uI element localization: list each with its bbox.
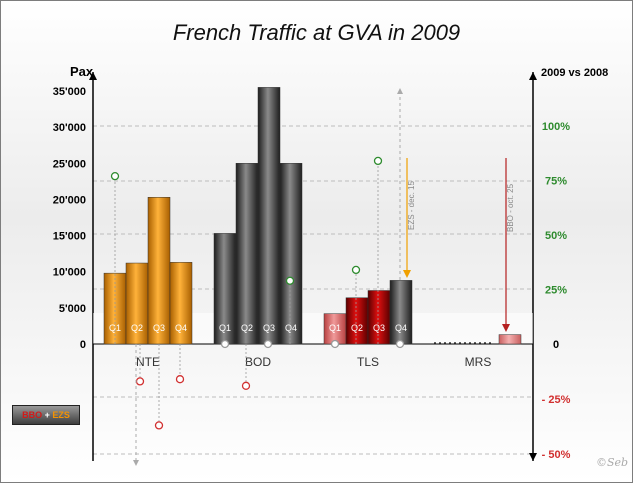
- y-tick-label: 5'000: [59, 303, 86, 315]
- quarter-label: Q2: [351, 323, 363, 333]
- legend-plus: +: [44, 410, 50, 420]
- legend-ezs: EZS: [52, 410, 70, 420]
- y-axis-right-arrow-down: [529, 453, 537, 461]
- annotation-bbo: BBO - oct. 25: [506, 183, 515, 232]
- y2-tick-label: - 25%: [542, 394, 571, 406]
- quarter-label: Q3: [373, 323, 385, 333]
- y-tick-label: 20'000: [53, 194, 86, 206]
- bar-bod-q2: [235, 163, 259, 345]
- quarter-label: Q2: [241, 323, 253, 333]
- category-label-tls: TLS: [357, 355, 379, 369]
- quarter-label: Q3: [263, 323, 275, 333]
- bar-tls-q4: [389, 280, 413, 345]
- y-tick-label: 25'000: [53, 158, 86, 170]
- nte-down-arrow: [133, 460, 139, 466]
- y2-tick-label: 25%: [545, 285, 567, 297]
- y-tick-label: 15'000: [53, 231, 86, 243]
- quarter-label: Q4: [175, 323, 187, 333]
- quarter-label: Q1: [219, 323, 231, 333]
- category-label-nte: NTE: [136, 355, 160, 369]
- pct-marker-bod-q4: [285, 276, 295, 285]
- pct-marker-tls-q3: [373, 156, 383, 166]
- pct-marker-nte-q4: [175, 375, 185, 384]
- bbo-arrow-head: [502, 324, 510, 332]
- bar-tls-q2: [345, 297, 369, 345]
- tls-up-arrow: [397, 88, 403, 94]
- pct-marker-tls-q2: [351, 265, 361, 275]
- quarter-label: Q4: [285, 323, 297, 333]
- y-tick-label: 10'000: [53, 267, 86, 279]
- quarter-label: Q4: [395, 323, 407, 333]
- bar-nte-q4: [169, 262, 193, 345]
- y-axis-right-arrow: [529, 72, 537, 80]
- bar-tls-q3: [367, 290, 391, 345]
- y-axis-left-arrow: [89, 72, 97, 80]
- y2-tick-label: 50%: [545, 230, 567, 242]
- y2-axis-label: 2009 vs 2008: [541, 67, 608, 79]
- legend-bbo: BBO: [22, 410, 43, 420]
- y2-tick-label: 75%: [545, 176, 567, 188]
- y-tick-label: 30'000: [53, 122, 86, 134]
- bar-bod-q4: [279, 163, 303, 345]
- watermark: ©Seb: [596, 456, 629, 469]
- chart-title: French Traffic at GVA in 2009: [172, 20, 461, 45]
- legend-badge: BBO + EZS: [12, 405, 80, 425]
- pct-marker-bod-q1: [220, 339, 230, 349]
- y2-tick-label: 100%: [542, 121, 570, 133]
- bar-mrs-q4: [498, 334, 522, 345]
- quarter-label: Q3: [153, 323, 165, 333]
- annotation-ezs: EZS - dec. 15: [407, 181, 416, 230]
- y-tick-label: 0: [80, 339, 86, 351]
- pct-marker-bod-q3: [263, 339, 273, 349]
- ezs-arrow-head: [403, 270, 411, 278]
- category-label-mrs: MRS: [465, 355, 492, 369]
- quarter-label: Q1: [329, 323, 341, 333]
- bar-nte-q3: [147, 197, 171, 345]
- y2-tick-label: 0: [553, 339, 559, 351]
- y-tick-label: 35'000: [53, 86, 86, 98]
- category-label-bod: BOD: [245, 355, 271, 369]
- pct-marker-nte-q2: [135, 377, 145, 386]
- pct-marker-nte-q3: [154, 421, 164, 430]
- pct-marker-tls-q4: [395, 339, 405, 349]
- pct-marker-nte-q1: [110, 171, 120, 181]
- pct-marker-bod-q2: [241, 381, 251, 390]
- y-axis-label: Pax: [70, 64, 94, 79]
- y2-tick-label: - 50%: [542, 449, 571, 461]
- pct-marker-tls-q1: [330, 339, 340, 349]
- bar-bod-q3: [257, 87, 281, 345]
- quarter-label: Q2: [131, 323, 143, 333]
